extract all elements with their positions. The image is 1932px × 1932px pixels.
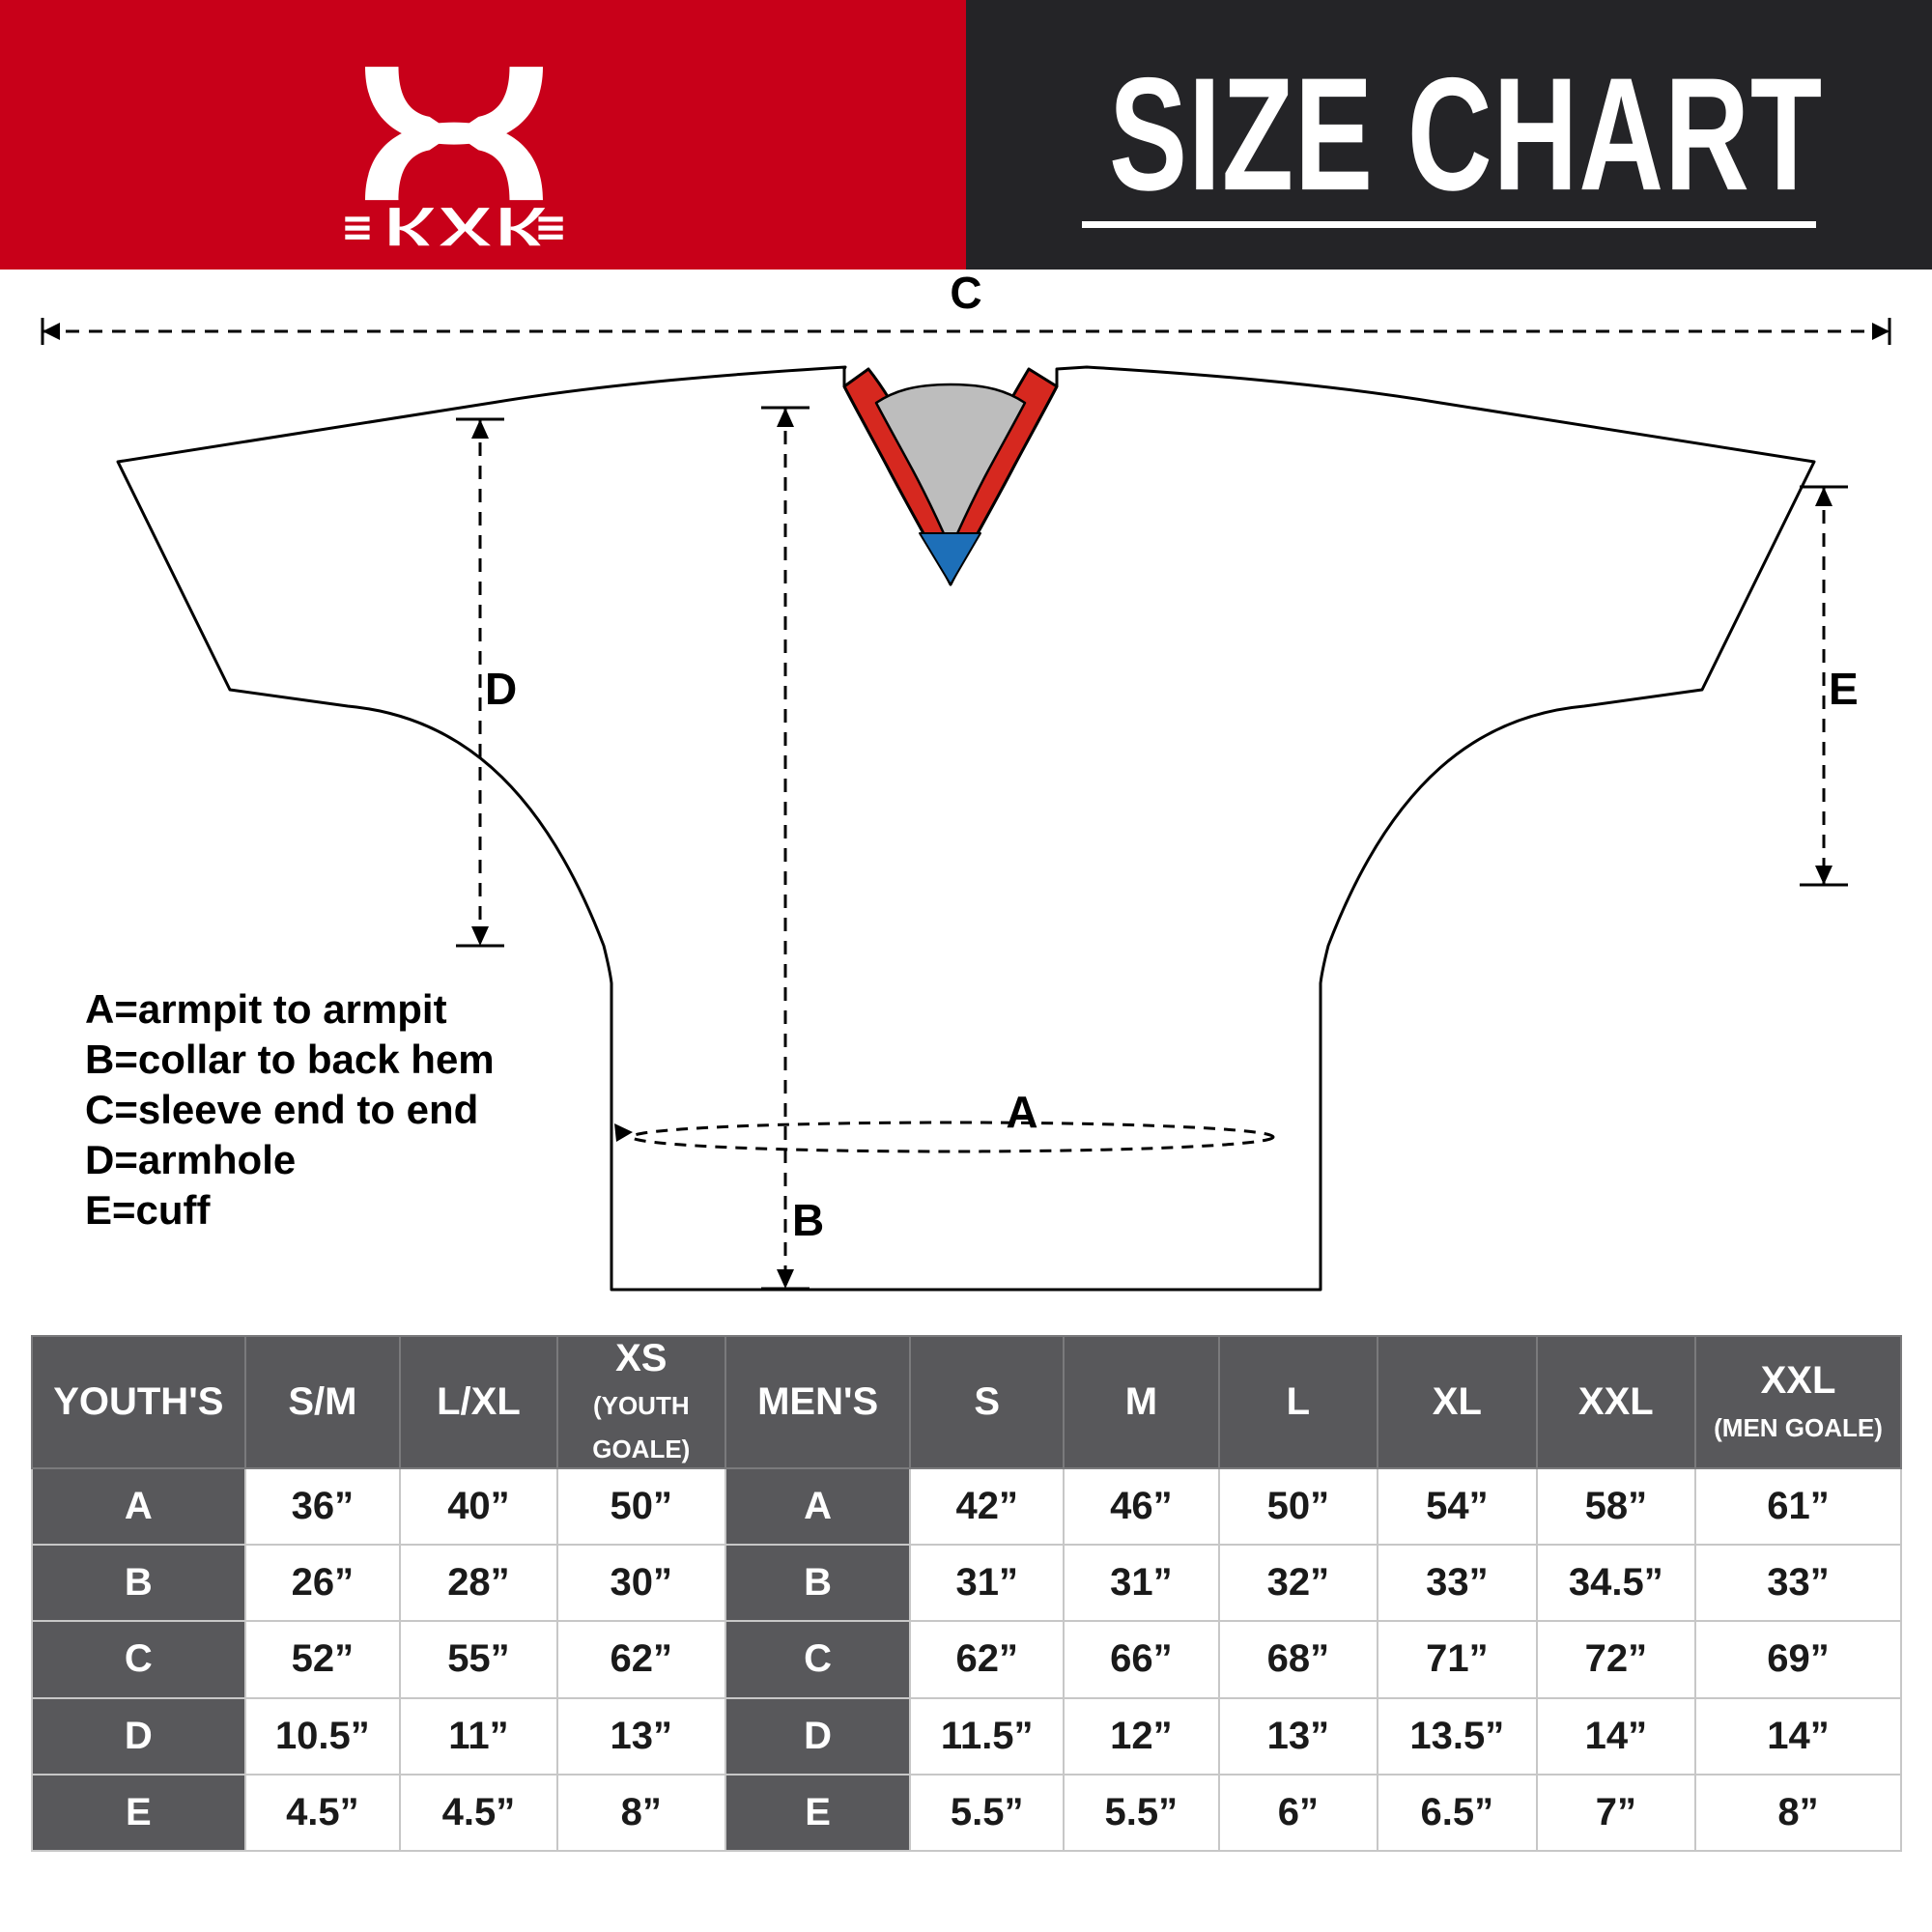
- svg-text:D: D: [485, 664, 517, 714]
- svg-text:E=cuff: E=cuff: [85, 1187, 212, 1233]
- svg-text:B: B: [792, 1195, 824, 1245]
- svg-text:C=sleeve end to end: C=sleeve end to end: [85, 1087, 478, 1132]
- svg-text:C: C: [950, 270, 981, 318]
- svg-text:B=collar to back hem: B=collar to back hem: [85, 1037, 495, 1082]
- svg-text:D=armhole: D=armhole: [85, 1137, 296, 1182]
- svg-text:A=armpit to armpit: A=armpit to armpit: [85, 986, 447, 1032]
- svg-text:E: E: [1829, 664, 1859, 714]
- svg-text:A: A: [1006, 1087, 1037, 1137]
